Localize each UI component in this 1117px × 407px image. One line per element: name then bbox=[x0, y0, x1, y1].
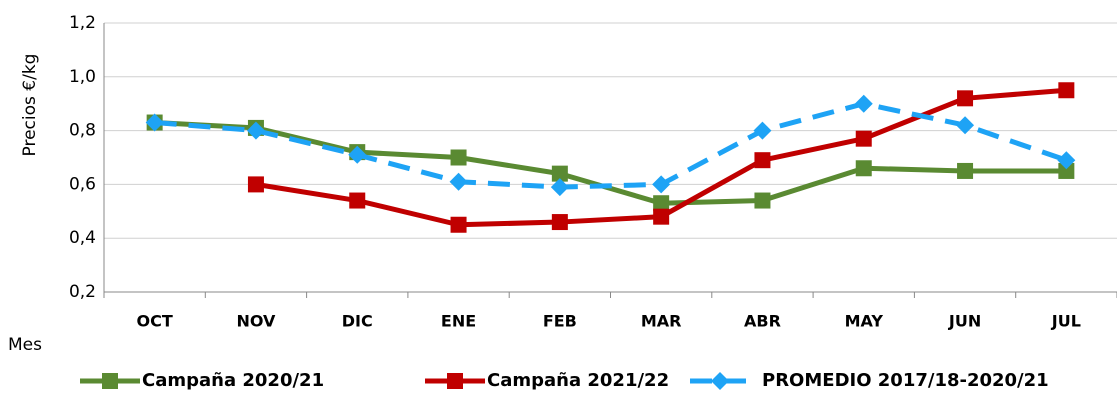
data-point bbox=[450, 149, 467, 166]
data-point bbox=[754, 192, 771, 209]
legend-label: Campaña 2021/22 bbox=[487, 370, 669, 391]
data-point bbox=[754, 152, 771, 169]
x-tick-label: ABR bbox=[744, 312, 781, 331]
data-point bbox=[246, 121, 265, 140]
data-point bbox=[653, 208, 670, 225]
x-tick-label: OCT bbox=[137, 312, 173, 331]
data-point bbox=[1058, 162, 1075, 179]
x-tick-label: DIC bbox=[342, 312, 373, 331]
data-point bbox=[855, 130, 872, 147]
data-point bbox=[449, 172, 468, 191]
y-tick-label: 0,4 bbox=[69, 228, 96, 248]
data-point bbox=[348, 145, 367, 164]
y-tick-label: 0,6 bbox=[69, 174, 96, 194]
x-axis-label: Mes bbox=[8, 335, 42, 355]
data-point bbox=[551, 214, 568, 231]
data-point bbox=[550, 178, 569, 197]
y-tick-label: 1,2 bbox=[69, 13, 96, 33]
data-point bbox=[854, 94, 873, 113]
y-tick-label: 0,2 bbox=[69, 282, 96, 302]
series-line bbox=[154, 120, 1067, 206]
legend-marker bbox=[711, 372, 729, 390]
data-point bbox=[247, 176, 264, 193]
data-point bbox=[855, 160, 872, 177]
data-point bbox=[551, 165, 568, 182]
legend-marker bbox=[447, 373, 463, 389]
data-point bbox=[1058, 82, 1075, 99]
x-tick-label: JUL bbox=[1051, 312, 1081, 331]
x-tick-label: MAY bbox=[845, 312, 884, 331]
data-point bbox=[652, 175, 671, 194]
y-tick-label: 0,8 bbox=[69, 121, 96, 141]
data-point bbox=[145, 113, 164, 132]
data-point bbox=[957, 162, 974, 179]
x-tick-label: JUN bbox=[948, 312, 981, 331]
data-point bbox=[956, 116, 975, 135]
data-point bbox=[450, 216, 467, 233]
series-line bbox=[154, 101, 1068, 190]
x-tick-label: FEB bbox=[543, 312, 577, 331]
legend-label: Campaña 2020/21 bbox=[142, 370, 324, 391]
x-tick-label: ENE bbox=[441, 312, 476, 331]
data-point bbox=[349, 192, 366, 209]
y-axis-label: Precios €/kg bbox=[20, 54, 40, 157]
legend-marker bbox=[102, 373, 118, 389]
data-point bbox=[1057, 151, 1076, 170]
data-point bbox=[753, 121, 772, 140]
x-tick-label: MAR bbox=[641, 312, 682, 331]
x-tick-label: NOV bbox=[236, 312, 276, 331]
data-point bbox=[957, 90, 974, 107]
legend-label: PROMEDIO 2017/18-2020/21 bbox=[762, 370, 1049, 391]
data-point bbox=[653, 195, 670, 212]
y-tick-label: 1,0 bbox=[69, 67, 96, 87]
